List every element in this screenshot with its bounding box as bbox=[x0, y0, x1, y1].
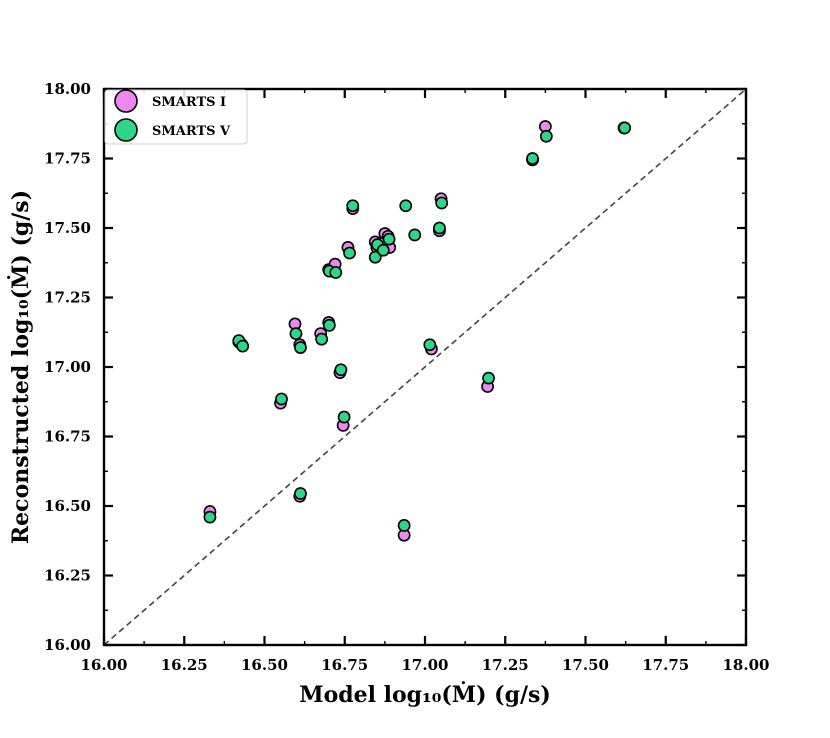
plot-frame bbox=[102, 87, 748, 647]
series-smarts-i bbox=[203, 120, 631, 542]
data-point bbox=[399, 199, 413, 213]
x-tick-label: 18.00 bbox=[723, 656, 770, 674]
legend-marker bbox=[114, 89, 138, 113]
x-tick-label: 17.25 bbox=[482, 656, 529, 674]
plot-area: 16.00 16.25 16.50 16.75 17.00 17.25 17.50 17.75… bbox=[7, 80, 769, 708]
data-point bbox=[294, 341, 307, 354]
data-point bbox=[526, 152, 539, 165]
x-tick-label: 16.00 bbox=[81, 656, 128, 674]
data-point bbox=[203, 510, 217, 524]
y-tick-label: 16.00 bbox=[44, 636, 91, 654]
data-point bbox=[368, 250, 382, 264]
legend-marker bbox=[114, 118, 138, 142]
data-point bbox=[433, 221, 446, 235]
y-tick-label: 16.75 bbox=[44, 428, 91, 446]
data-point bbox=[376, 243, 390, 257]
legend-label: SMARTS I bbox=[152, 95, 226, 110]
data-point bbox=[236, 339, 250, 353]
data-point bbox=[423, 338, 437, 352]
data-point bbox=[337, 410, 351, 424]
x-tick-label: 16.75 bbox=[321, 656, 368, 674]
y-tick-label: 16.25 bbox=[44, 567, 91, 585]
series-smarts-v bbox=[203, 121, 632, 532]
data-point bbox=[408, 228, 422, 242]
data-point bbox=[289, 327, 303, 341]
y-axis-label: Reconstructed log₁₀(Ṁ) (g/s) bbox=[7, 190, 34, 544]
data-point bbox=[397, 519, 411, 532]
x-tick-label: 17.50 bbox=[562, 656, 609, 674]
x-tick-label: 17.00 bbox=[402, 656, 449, 674]
data-point bbox=[539, 129, 553, 143]
data-point bbox=[482, 371, 495, 385]
legend-box bbox=[104, 89, 248, 145]
legend-label: SMARTS V bbox=[152, 124, 231, 139]
y-tick-label: 16.50 bbox=[44, 497, 91, 515]
y-tick-label: 18.00 bbox=[44, 80, 91, 98]
data-point bbox=[275, 392, 288, 406]
x-tick-label: 17.75 bbox=[642, 656, 689, 674]
x-tick-label: 16.50 bbox=[241, 656, 288, 674]
x-tick-label: 16.25 bbox=[161, 656, 208, 674]
data-point bbox=[315, 332, 329, 346]
data-point bbox=[382, 232, 396, 246]
y-tick-label: 17.00 bbox=[44, 358, 91, 376]
y-tick-label: 17.25 bbox=[44, 289, 91, 307]
data-point bbox=[343, 246, 356, 260]
x-axis-label: Model log₁₀(Ṁ) (g/s) bbox=[299, 681, 551, 708]
data-point bbox=[294, 487, 307, 500]
reference-line bbox=[103, 88, 747, 646]
y-tick-label: 17.50 bbox=[44, 219, 91, 237]
data-point bbox=[329, 266, 343, 279]
y-tick-label: 17.75 bbox=[44, 150, 91, 168]
legend: SMARTS I SMARTS V bbox=[104, 89, 248, 145]
data-point bbox=[334, 363, 348, 377]
data-point bbox=[322, 318, 336, 332]
data-point bbox=[346, 199, 360, 213]
data-point bbox=[618, 121, 632, 135]
data-point bbox=[435, 196, 449, 210]
